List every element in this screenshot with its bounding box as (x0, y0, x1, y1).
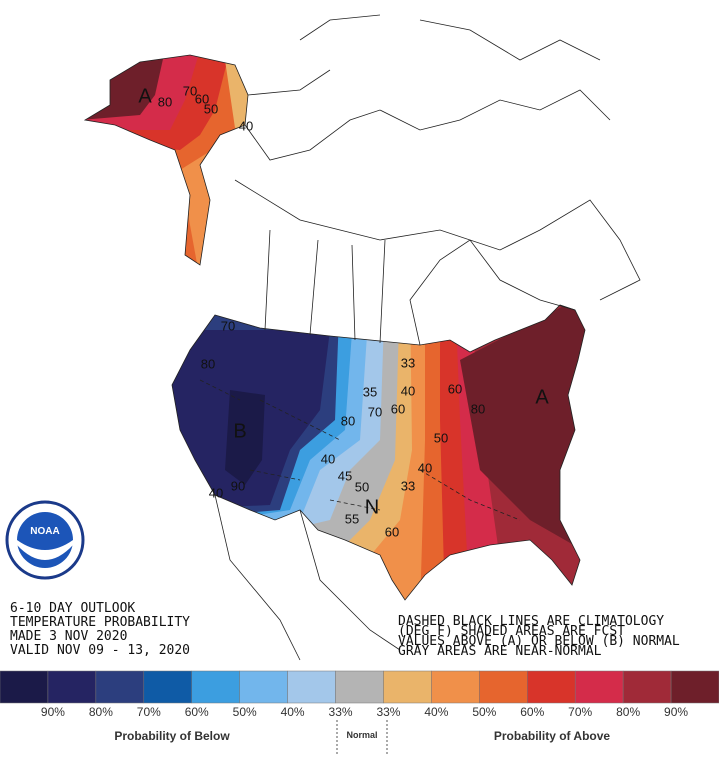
legend-label: 33% (376, 705, 400, 719)
map-label: 40 (239, 118, 253, 133)
map-label: 70 (368, 404, 382, 419)
notes-text: DASHED BLACK LINES ARE CLIMATOLOGY(DEG F… (398, 614, 680, 659)
legend-normal: Normal (346, 730, 377, 740)
legend-label: 40% (424, 705, 448, 719)
map-label: 45 (338, 468, 352, 483)
map-label: 50 (434, 430, 448, 445)
legend-label: 40% (281, 705, 305, 719)
map-label: 55 (345, 511, 359, 526)
legend-swatch (670, 670, 719, 704)
map-label: 60 (448, 381, 462, 396)
map-label: 80 (341, 413, 355, 428)
legend-label: 70% (568, 705, 592, 719)
outlook-line: VALID NOV 09 - 13, 2020 (10, 643, 190, 658)
legend-swatch (479, 670, 528, 704)
map-label: A (138, 85, 152, 107)
legend-label: 60% (185, 705, 209, 719)
note-line: GRAY AREAS ARE NEAR-NORMAL (398, 644, 602, 659)
map-label: 70 (183, 83, 197, 98)
map-label: 40 (401, 383, 415, 398)
note-line: VALUES ABOVE (A) OR BELOW (B) NORMAL (398, 634, 680, 649)
legend-swatch (431, 670, 480, 704)
map-label: 50 (355, 479, 369, 494)
legend-swatch (143, 670, 192, 704)
note-line: DASHED BLACK LINES ARE CLIMATOLOGY (398, 614, 664, 629)
map-label: N (365, 496, 379, 518)
legend-swatch (622, 670, 672, 704)
legend-label: 33% (329, 705, 353, 719)
outlook-line: 6-10 DAY OUTLOOK (10, 601, 135, 616)
legend-swatch (574, 670, 624, 704)
legend-label: 60% (520, 705, 544, 719)
map-label: 60 (385, 524, 399, 539)
map-label: 50 (204, 101, 218, 116)
legend-label: 80% (616, 705, 640, 719)
outlook-line: MADE 3 NOV 2020 (10, 629, 127, 644)
map-label: 35 (363, 384, 377, 399)
map-label: 70 (221, 318, 235, 333)
map-label: 40 (209, 485, 223, 500)
map-label: 90 (231, 478, 245, 493)
legend-below: Probability of Below (114, 729, 230, 743)
legend-swatch (239, 670, 288, 704)
map-label: A (535, 386, 549, 408)
legend-swatch (47, 670, 97, 704)
legend-label: 90% (664, 705, 688, 719)
legend-label: 80% (89, 705, 113, 719)
legend-label: 50% (233, 705, 257, 719)
map-label: 80 (158, 94, 172, 109)
map-label: 40 (321, 451, 335, 466)
legend-above: Probability of Above (494, 729, 611, 743)
map-label: 60 (195, 91, 209, 106)
legend-label: 70% (137, 705, 161, 719)
note-line: (DEG F) SHADED AREAS ARE FCST (398, 624, 625, 639)
noaa-logo: NOAA (5, 500, 85, 580)
legend-swatch (191, 670, 240, 704)
map-label: 33 (401, 478, 415, 493)
map-label: 33 (401, 355, 415, 370)
logo-text: NOAA (30, 526, 59, 537)
map-label: 80 (201, 356, 215, 371)
legend-swatch (335, 670, 384, 704)
alaska-shading (85, 55, 248, 265)
map-label: 80 (471, 401, 485, 416)
outlook-line: TEMPERATURE PROBABILITY (10, 615, 190, 630)
legend-swatch (95, 670, 145, 704)
map-label: B (233, 420, 246, 442)
legend-label: 50% (472, 705, 496, 719)
legend-label: 90% (41, 705, 65, 719)
map-label: 40 (418, 460, 432, 475)
legend-swatch (287, 670, 336, 704)
map-label: 60 (391, 401, 405, 416)
legend: 90% 80% 70% 60% 50% 40% 33% 33% 40% 50% 60% 70% 80% 9… (0, 670, 719, 719)
legend-swatch (383, 670, 432, 704)
legend-swatch (527, 670, 576, 704)
legend-swatch (0, 670, 49, 704)
